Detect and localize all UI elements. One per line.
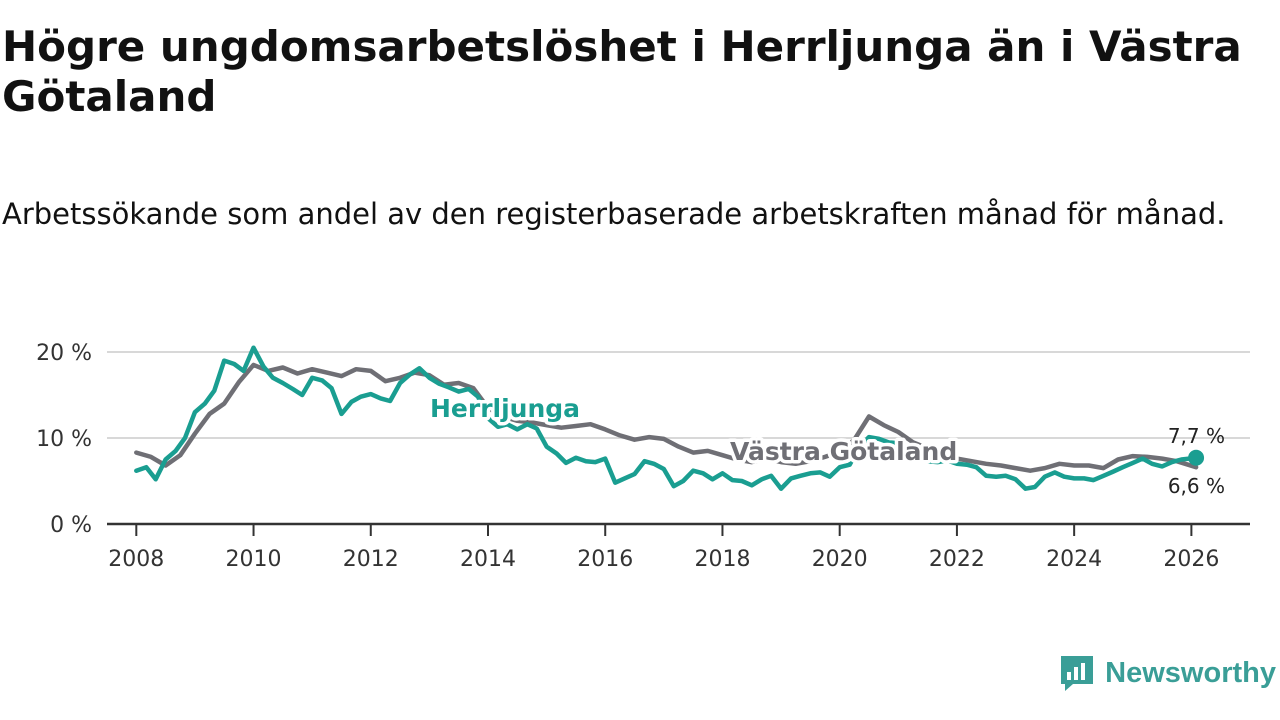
x-tick-label: 2018	[694, 547, 750, 572]
newsworthy-logo: Newsworthy	[1059, 652, 1276, 694]
x-tick-label: 2016	[577, 547, 633, 572]
label-layer: Herrljunga Västra Götaland 7,7 % 6,6 %	[427, 391, 1226, 499]
series-line-vastra-gotaland	[134, 362, 1199, 473]
axis-layer: 0 % 10 % 20 % 2008 2010 2012 2014 2016 2018 2020 2…	[36, 341, 1250, 572]
y-tick-label: 10 %	[36, 427, 92, 452]
grid-layer	[107, 351, 1250, 439]
x-tick-label: 2024	[1046, 547, 1102, 572]
series-line-herrljunga	[134, 345, 1199, 491]
y-tick-label: 0 %	[50, 513, 92, 538]
chart-title: Högre ungdomsarbetslöshet i Herrljunga ä…	[2, 22, 1242, 121]
series-layer	[134, 345, 1199, 491]
series-label-herrljunga: Herrljunga	[430, 394, 580, 423]
x-tick-label: 2026	[1163, 547, 1219, 572]
x-tick-label: 2010	[226, 547, 282, 572]
chart-subtitle: Arbetssökande som andel av den registerb…	[2, 197, 1226, 231]
newsworthy-brand-name: Newsworthy	[1105, 656, 1276, 689]
vastra-gotaland-end-label: 6,6 %	[1168, 474, 1225, 498]
x-tick-label: 2014	[460, 547, 516, 572]
x-tick-label: 2020	[812, 547, 868, 572]
x-tick-label: 2012	[343, 547, 399, 572]
herrljunga-end-point	[1188, 449, 1205, 466]
herrljunga-end-label: 7,7 %	[1168, 424, 1225, 448]
y-tick-label: 20 %	[36, 341, 92, 366]
x-tick-label: 2022	[929, 547, 985, 572]
x-tick-label: 2008	[108, 547, 164, 572]
line-chart: 0 % 10 % 20 % 2008 2010 2012 2014 2016 2018 2020 2…	[36, 341, 1250, 572]
newsworthy-logo-icon	[1061, 656, 1094, 691]
series-label-vastra-gotaland: Västra Götaland	[730, 437, 957, 466]
